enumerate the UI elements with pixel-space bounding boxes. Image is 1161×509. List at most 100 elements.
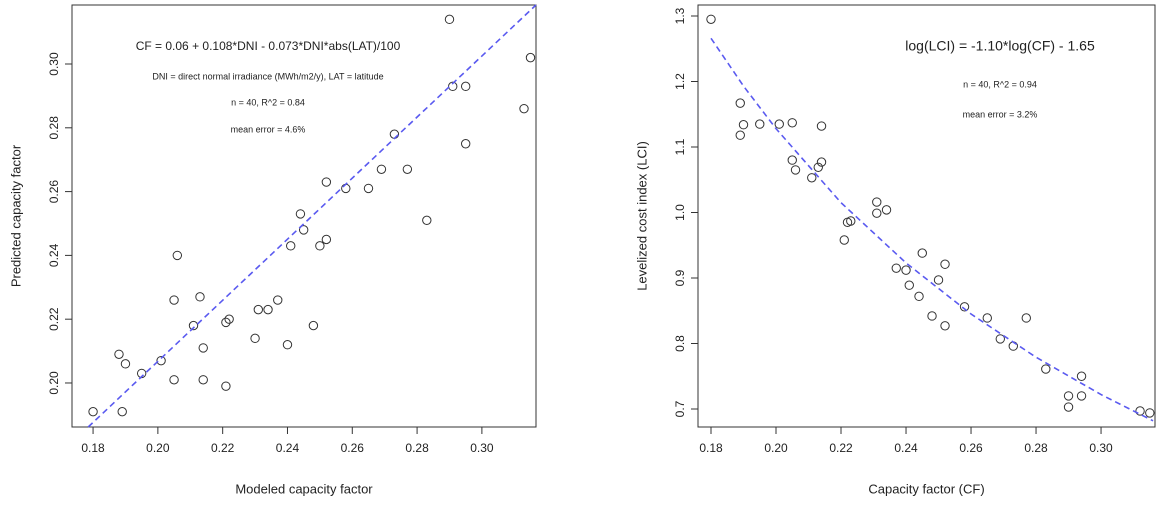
point (224, 314, 234, 324)
point (321, 234, 332, 245)
point (169, 375, 179, 385)
point (787, 118, 797, 128)
point (1041, 364, 1051, 374)
point (787, 155, 797, 165)
point (914, 291, 924, 302)
y-axis-label: Levelized cost index (LCI) (634, 141, 649, 291)
point (308, 320, 319, 331)
y-tick-label: 0.9 (673, 269, 687, 286)
point (872, 208, 882, 218)
point (1076, 391, 1087, 401)
x-axis-label: Modeled capacity factor (235, 481, 373, 496)
point (253, 304, 264, 315)
y-tick-label: 0.28 (47, 116, 61, 140)
plot-frame (697, 4, 1156, 428)
point (982, 313, 992, 323)
x-tick-label: 0.26 (959, 441, 983, 455)
point (1135, 406, 1145, 416)
annotation: mean error = 4.6% (231, 124, 306, 134)
point (422, 215, 432, 226)
point (525, 52, 536, 63)
point (376, 164, 387, 174)
point (1021, 313, 1031, 323)
point (460, 139, 471, 149)
annotation: n = 40, R^2 = 0.84 (231, 97, 305, 107)
y-axis-label: Predicted capacity factor (8, 144, 23, 287)
y-tick-label: 1.0 (673, 204, 687, 221)
point (790, 165, 801, 175)
point (1063, 402, 1074, 412)
point (738, 120, 749, 130)
point (807, 173, 817, 183)
point (881, 205, 892, 215)
point (1145, 408, 1155, 418)
point (221, 317, 231, 328)
point (891, 263, 901, 273)
point (904, 280, 914, 290)
x-tick-label: 0.30 (470, 441, 494, 455)
point (286, 241, 296, 251)
point (735, 98, 745, 108)
point (755, 119, 765, 129)
annotation: n = 40, R^2 = 0.94 (963, 79, 1037, 89)
x-tick-label: 0.28 (1024, 441, 1048, 455)
point (917, 248, 927, 258)
y-tick-label: 1.1 (673, 138, 687, 155)
y-tick-label: 0.8 (673, 335, 687, 352)
point (940, 321, 950, 331)
point (846, 216, 856, 226)
point (460, 81, 471, 92)
point (519, 103, 529, 114)
x-tick-label: 0.18 (81, 441, 105, 455)
annotation: DNI = direct normal irradiance (MWh/m2/y… (152, 71, 383, 81)
annotation: log(LCI) = -1.10*log(CF) - 1.65 (905, 38, 1095, 54)
x-tick-label: 0.18 (699, 441, 723, 455)
point (156, 355, 166, 366)
point (872, 197, 882, 207)
point (995, 334, 1005, 344)
point (169, 295, 179, 305)
point (933, 275, 944, 285)
point (816, 121, 827, 131)
point (389, 129, 400, 139)
point (813, 162, 823, 173)
fit-line (87, 4, 537, 428)
point (341, 183, 351, 194)
point (444, 14, 455, 25)
fit-line (710, 37, 1154, 422)
point (927, 311, 937, 321)
point (198, 343, 208, 353)
point (198, 375, 208, 385)
point (1063, 391, 1074, 401)
y-tick-label: 0.24 (47, 243, 61, 267)
x-tick-label: 0.22 (211, 441, 235, 455)
point (959, 302, 970, 312)
point (120, 359, 131, 369)
x-tick-label: 0.20 (146, 441, 170, 455)
x-tick-label: 0.24 (894, 441, 918, 455)
point (172, 250, 183, 261)
point (816, 157, 827, 167)
x-tick-label: 0.30 (1089, 441, 1113, 455)
x-tick-label: 0.22 (829, 441, 853, 455)
point (117, 406, 127, 417)
point (114, 349, 124, 359)
point (88, 406, 98, 417)
annotation: mean error = 3.2% (963, 109, 1038, 119)
point (735, 130, 745, 140)
point (321, 177, 332, 187)
point (273, 295, 283, 305)
point (195, 292, 205, 302)
point (402, 164, 413, 174)
point (221, 381, 231, 391)
x-axis-label: Capacity factor (CF) (868, 481, 984, 496)
point (363, 183, 374, 194)
point (282, 340, 293, 350)
point (295, 209, 306, 219)
x-tick-label: 0.26 (341, 441, 365, 455)
y-tick-label: 0.26 (47, 180, 61, 204)
point (839, 235, 849, 245)
point (940, 259, 950, 269)
